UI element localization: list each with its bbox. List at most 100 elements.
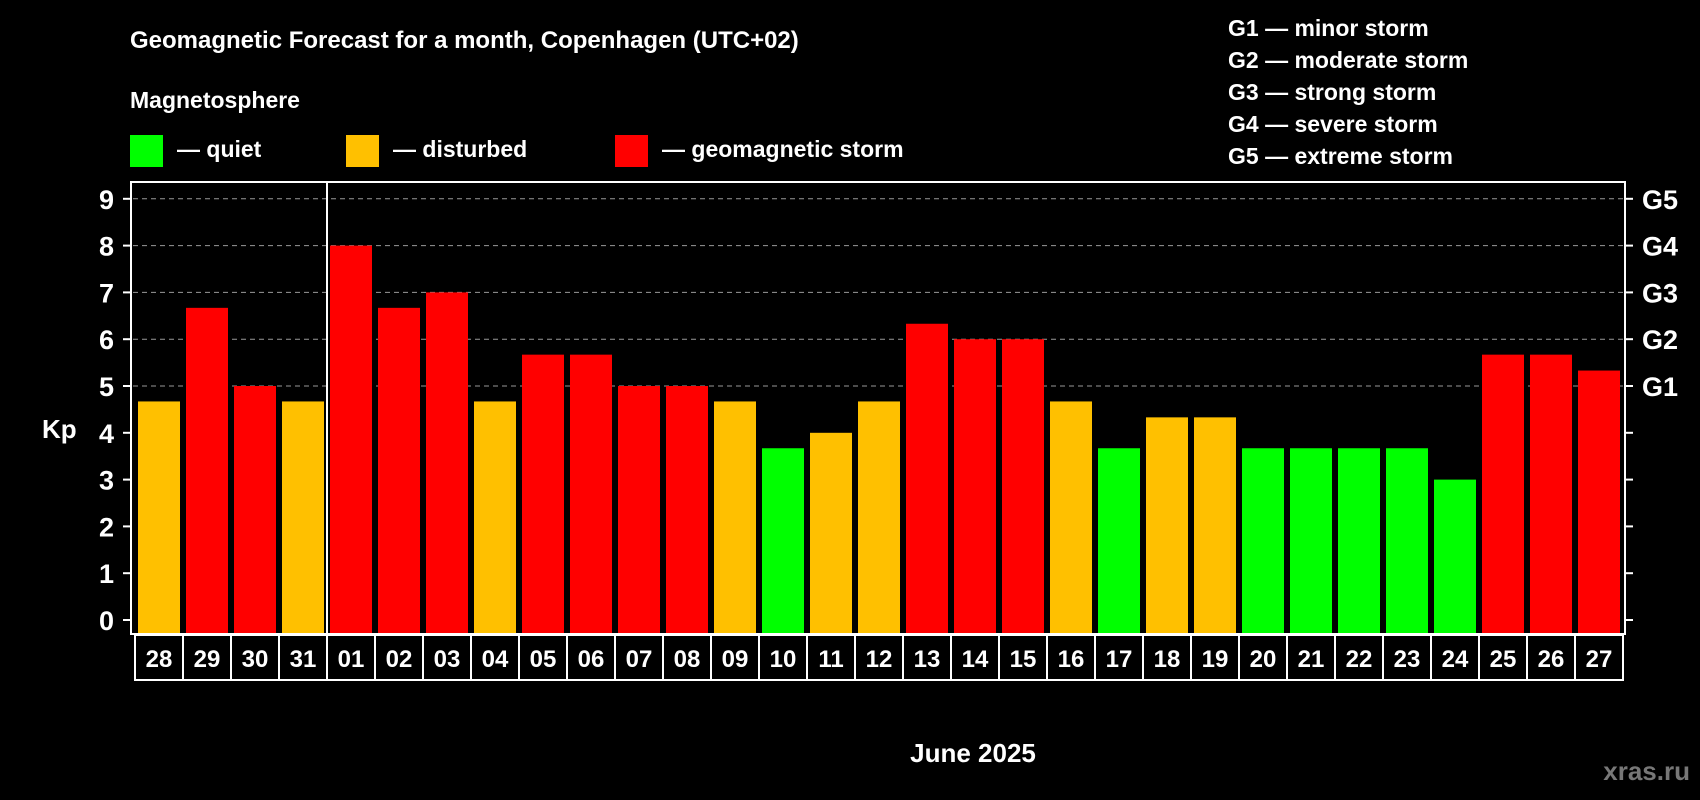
bar-20 (1242, 448, 1284, 634)
legend-swatch-storm (615, 135, 648, 167)
bar-17 (1098, 448, 1140, 634)
x-tick-label: 01 (338, 646, 365, 673)
x-tick-label: 05 (530, 646, 557, 673)
x-tick-label: 02 (386, 646, 413, 673)
bar-15 (1002, 339, 1044, 634)
y-axis: 0 1 2 3 4 5 6 7 8 9 G1 G2 G3 G4 G5 (99, 185, 1678, 636)
storm-scale-item-G1: G1 — minor storm (1228, 15, 1429, 41)
g-level-label: G3 (1642, 278, 1678, 308)
x-tick-label: 21 (1298, 646, 1325, 673)
y-tick-label: 7 (99, 278, 114, 308)
bar-12 (858, 401, 900, 634)
bar-01 (330, 245, 372, 634)
legend-title: Magnetosphere (130, 87, 300, 113)
x-tick-label: 10 (770, 646, 797, 673)
bar-03 (426, 292, 468, 634)
x-tick-label: 26 (1538, 646, 1565, 673)
x-tick-label: 07 (626, 646, 653, 673)
bar-05 (522, 354, 564, 634)
x-tick-label: 12 (866, 646, 893, 673)
x-tick-label: 16 (1058, 646, 1085, 673)
y-tick-label: 9 (99, 185, 114, 215)
x-tick-label: 19 (1202, 646, 1229, 673)
bar-22 (1338, 448, 1380, 634)
x-tick-label: 03 (434, 646, 461, 673)
x-tick-label: 29 (194, 646, 221, 673)
legend: — quiet — disturbed — geomagnetic storm (130, 135, 904, 167)
bar-18 (1146, 417, 1188, 634)
storm-scale-item-G4: G4 — severe storm (1228, 111, 1438, 137)
watermark: xras.ru (1603, 756, 1690, 786)
y-tick-label: 6 (99, 325, 114, 355)
x-label-strip (134, 634, 1624, 681)
bar-31 (282, 401, 324, 634)
x-tick-label: 18 (1154, 646, 1181, 673)
bar-16 (1050, 401, 1092, 634)
bar-27 (1578, 370, 1620, 634)
bar-11 (810, 432, 852, 634)
bar-28 (138, 401, 180, 634)
bar-19 (1194, 417, 1236, 634)
y-tick-label: 5 (99, 372, 114, 402)
y-tick-label: 0 (99, 606, 114, 636)
bar-04 (474, 401, 516, 634)
storm-scale-legend: G1 — minor storm G2 — moderate storm G3 — … (1228, 15, 1468, 169)
bar-06 (570, 354, 612, 634)
x-tick-label: 13 (914, 646, 941, 673)
x-tick-label: 31 (290, 646, 317, 673)
x-tick-label: 20 (1250, 646, 1277, 673)
x-tick-label: 22 (1346, 646, 1373, 673)
x-tick-label: 11 (818, 646, 843, 673)
g-level-label: G1 (1642, 372, 1678, 402)
y-tick-label: 2 (99, 512, 114, 542)
x-tick-label: 04 (482, 646, 509, 673)
bar-25 (1482, 354, 1524, 634)
bar-29 (186, 307, 228, 634)
legend-swatch-disturbed (346, 135, 379, 167)
x-tick-label: 23 (1394, 646, 1421, 673)
x-axis-label: June 2025 (910, 738, 1036, 768)
g-level-label: G2 (1642, 325, 1678, 355)
x-axis: 28 29 30 31 01 02 03 04 05 06 07 08 09 10 11 12 13 14 15 16… (134, 634, 1624, 681)
x-tick-label: 17 (1106, 646, 1133, 673)
y-tick-label: 8 (99, 232, 114, 262)
x-tick-label: 24 (1442, 646, 1469, 673)
bar-07 (618, 386, 660, 634)
x-tick-label: 25 (1490, 646, 1517, 673)
chart-title: Geomagnetic Forecast for a month, Copenh… (130, 27, 799, 54)
bar-02 (378, 307, 420, 634)
x-tick-label: 28 (146, 646, 173, 673)
y-tick-label: 3 (99, 466, 114, 496)
g-level-label: G5 (1642, 185, 1678, 215)
bar-21 (1290, 448, 1332, 634)
legend-swatch-quiet (130, 135, 163, 167)
x-tick-label: 09 (722, 646, 749, 673)
bar-14 (954, 339, 996, 634)
bar-30 (234, 386, 276, 634)
x-tick-label: 08 (674, 646, 701, 673)
storm-scale-item-G3: G3 — strong storm (1228, 79, 1436, 105)
bar-23 (1386, 448, 1428, 634)
x-tick-label: 14 (962, 646, 989, 673)
bar-10 (762, 448, 804, 634)
legend-label-disturbed: — disturbed (393, 136, 527, 162)
x-tick-label: 27 (1586, 646, 1613, 673)
bar-13 (906, 323, 948, 634)
y-axis-label: Kp (42, 414, 77, 444)
legend-label-storm: — geomagnetic storm (662, 136, 904, 162)
y-tick-label: 4 (99, 419, 114, 449)
storm-scale-item-G2: G2 — moderate storm (1228, 47, 1468, 73)
x-tick-label: 30 (242, 646, 269, 673)
storm-scale-item-G5: G5 — extreme storm (1228, 143, 1453, 169)
y-tick-label: 1 (99, 559, 114, 589)
bar-08 (666, 386, 708, 634)
legend-label-quiet: — quiet (177, 136, 262, 162)
x-tick-label: 15 (1010, 646, 1037, 673)
bar-26 (1530, 354, 1572, 634)
g-level-label: G4 (1642, 232, 1678, 262)
bar-09 (714, 401, 756, 634)
bars (138, 245, 1620, 634)
bar-24 (1434, 479, 1476, 634)
x-tick-label: 06 (578, 646, 605, 673)
